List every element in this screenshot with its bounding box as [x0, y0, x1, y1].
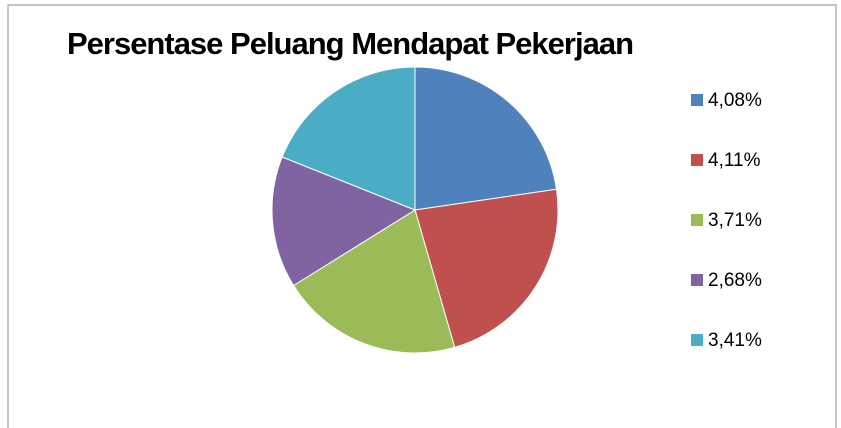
- legend-label: 4,08%: [708, 90, 762, 111]
- legend-swatch: [691, 154, 703, 166]
- legend-label: 3,71%: [708, 210, 762, 231]
- pie-slice: [414, 188, 559, 349]
- pie-slice: [414, 66, 558, 211]
- legend-swatch: [691, 334, 703, 346]
- chart-title: Persentase Peluang Mendapat Pekerjaan: [67, 26, 633, 61]
- legend-label: 3,41%: [708, 330, 762, 351]
- legend-swatch: [691, 214, 703, 226]
- pie-slice: [271, 156, 417, 287]
- legend-swatch: [691, 94, 703, 106]
- legend-label: 4,11%: [708, 150, 761, 171]
- chart-frame: [7, 4, 837, 428]
- pie-slice: [281, 66, 416, 211]
- pie-slice: [292, 209, 456, 354]
- legend-label: 2,68%: [708, 270, 762, 291]
- legend-swatch: [691, 274, 703, 286]
